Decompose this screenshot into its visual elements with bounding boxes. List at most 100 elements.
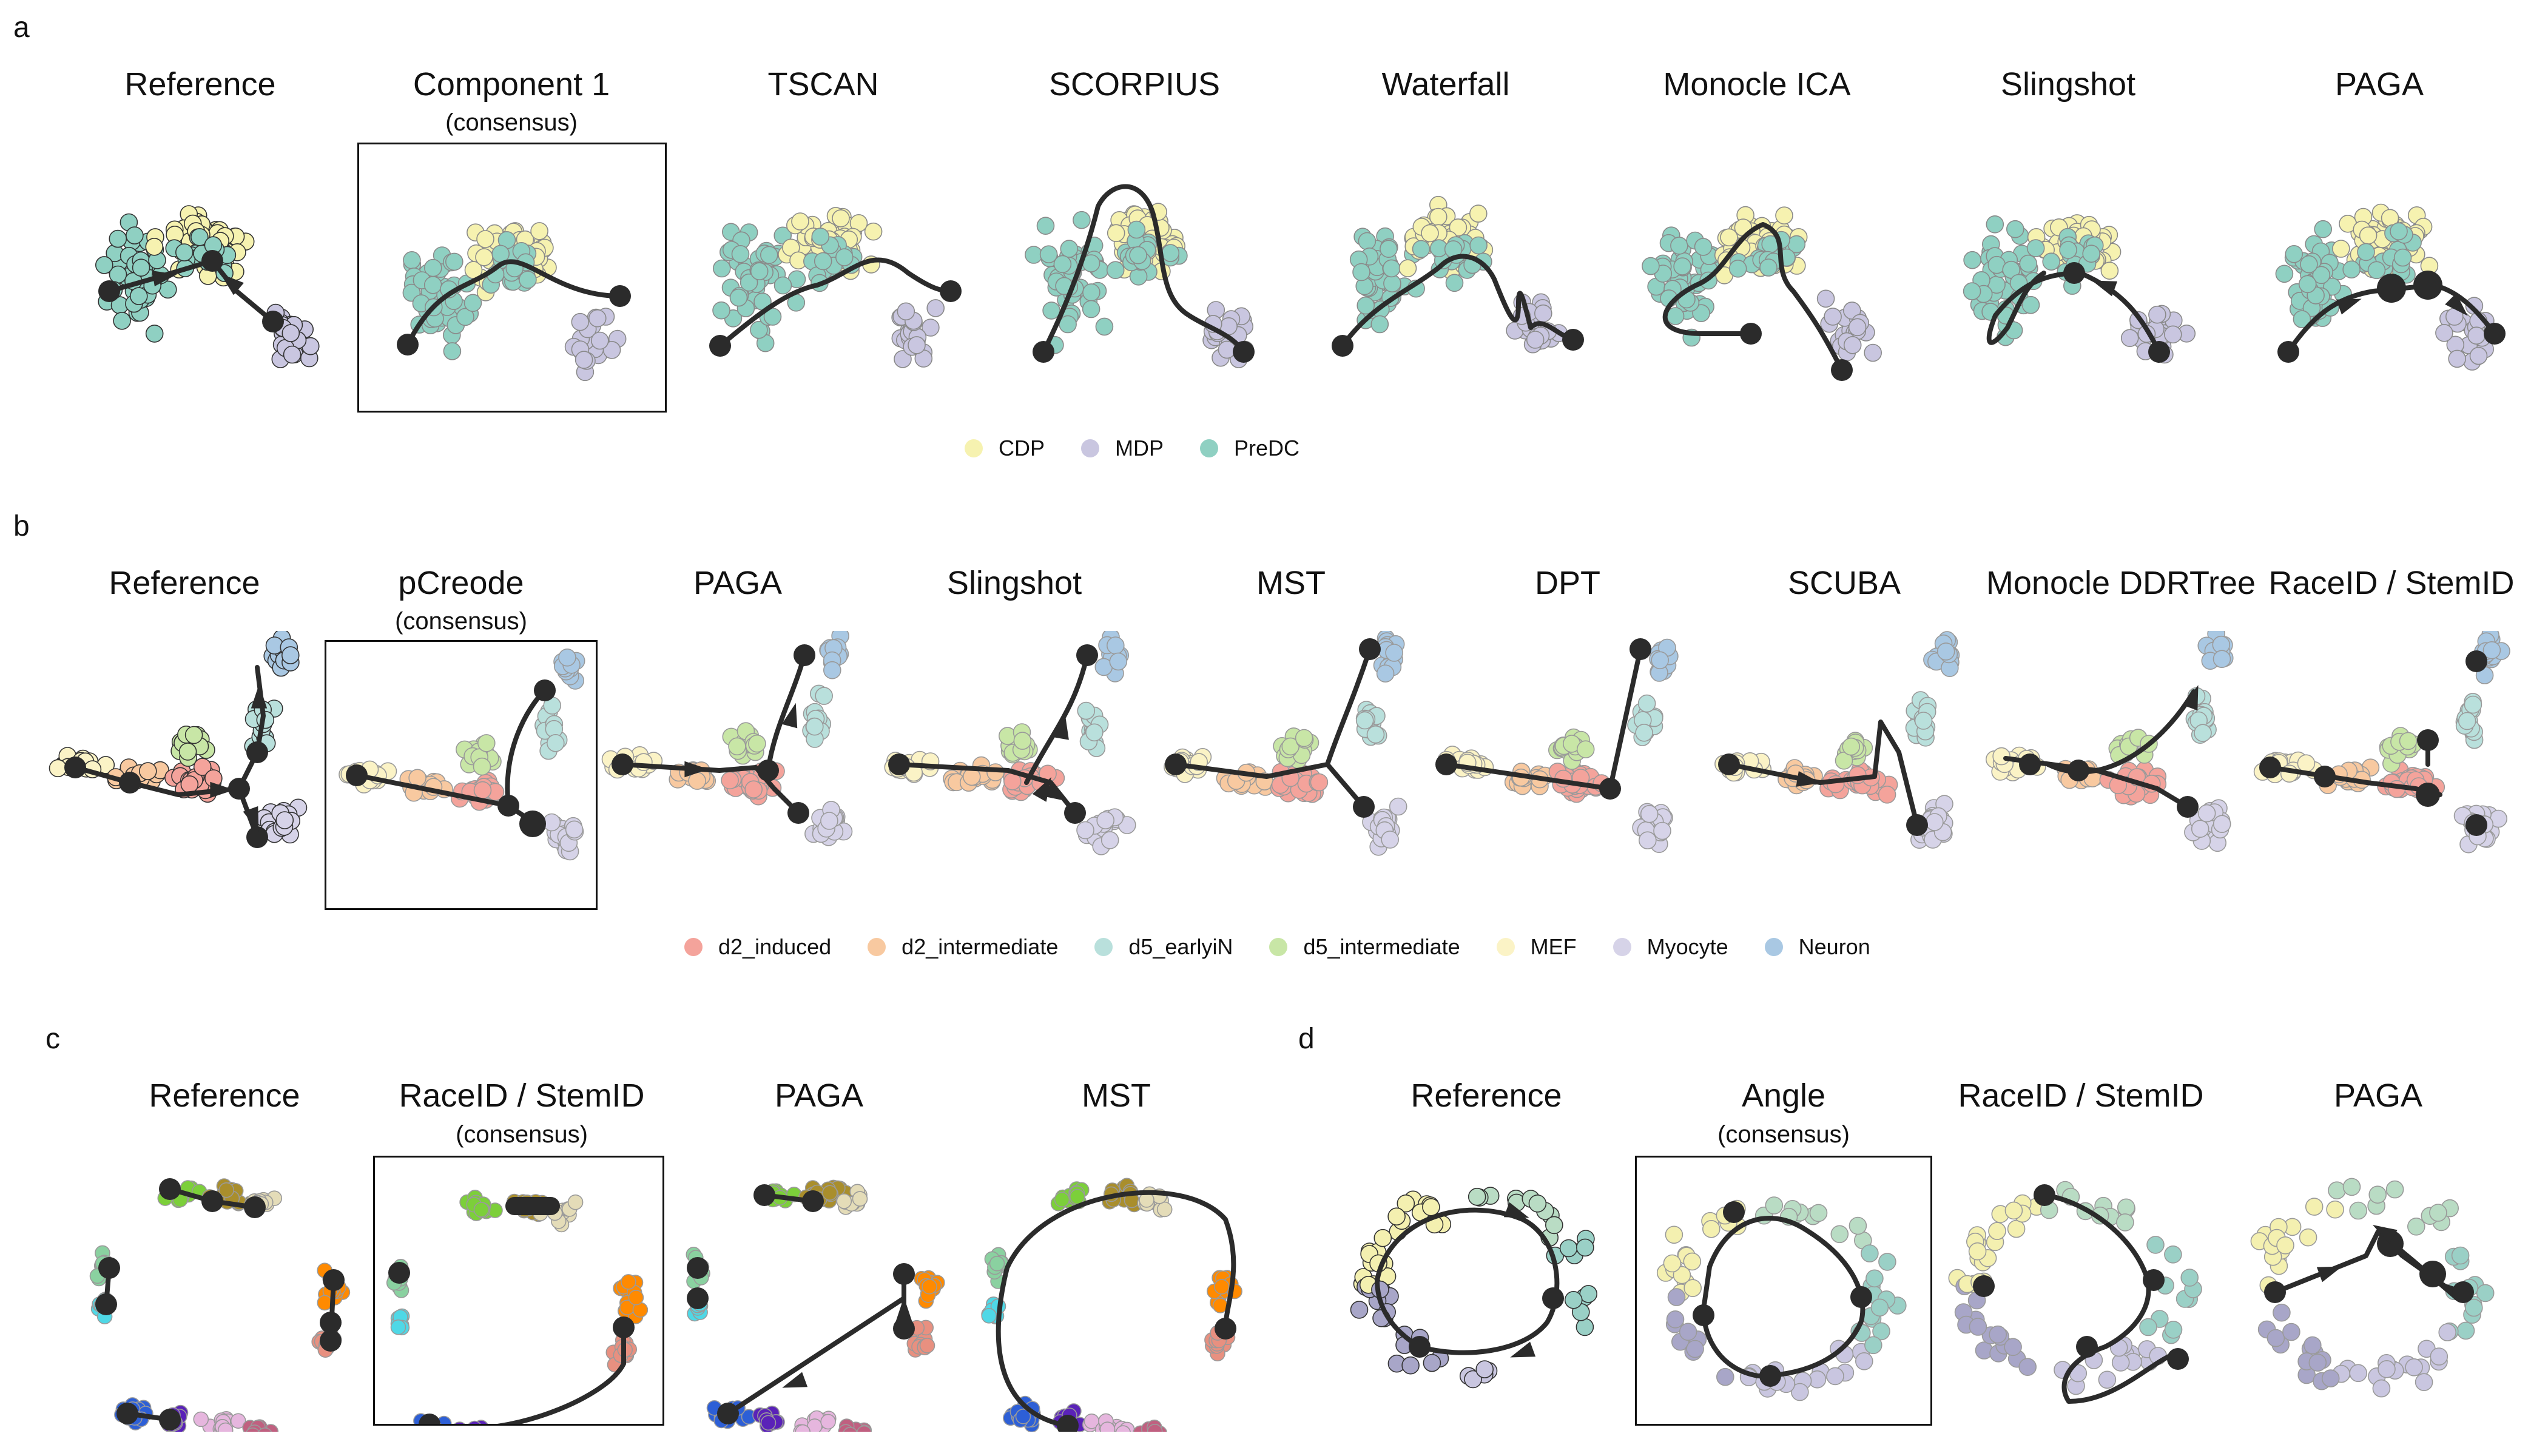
embedding-plot (1422, 631, 1713, 916)
cell-point (1864, 343, 1882, 362)
direction-arrow (251, 684, 268, 709)
cell-point (740, 273, 758, 292)
direction-arrow (220, 273, 244, 295)
milestone-node (2019, 753, 2041, 775)
milestone-node (397, 334, 419, 356)
cell-point (190, 228, 209, 246)
cell-point (729, 288, 748, 307)
method-title: PAGA (2333, 1077, 2423, 1114)
cell-point (1085, 723, 1104, 742)
legend-swatch (965, 439, 983, 457)
milestone-node (228, 778, 250, 800)
direction-arrow (2336, 298, 2362, 315)
cell-point (2407, 1218, 2425, 1236)
milestone-node (1076, 644, 1098, 666)
milestone-node (2264, 1281, 2286, 1303)
cell-point (852, 1191, 868, 1207)
milestone-node (98, 280, 120, 302)
cell-point (1053, 255, 1072, 274)
cell-point (575, 351, 593, 369)
cell-point (731, 245, 750, 263)
cell-point (2100, 261, 2119, 280)
milestone-node (1542, 1287, 1564, 1309)
embedding-plot (989, 133, 1280, 419)
cell-point (1421, 224, 1439, 243)
cell-point (864, 222, 883, 241)
cell-point (1642, 257, 1660, 275)
plot-canvas (2275, 203, 2506, 371)
embedding-plot (592, 631, 883, 916)
cell-point (1422, 1198, 1440, 1216)
cell-point (2458, 712, 2476, 730)
cell-point (1054, 1191, 1070, 1208)
plot-canvas (1656, 1196, 1907, 1401)
plot-layer (1435, 638, 1679, 854)
plot-canvas (1350, 1187, 1598, 1389)
milestone-node (346, 764, 368, 786)
cell-point (2197, 804, 2216, 823)
cell-point (1013, 732, 1032, 750)
plot-canvas (49, 631, 308, 848)
cell-point (1843, 335, 1862, 354)
plot-canvas (1985, 631, 2234, 852)
cell-point (1679, 1323, 1697, 1341)
cell-point (1077, 701, 1096, 720)
embedding-plot (1699, 631, 1990, 916)
cell-point (145, 325, 164, 343)
cell-point (2298, 275, 2317, 294)
cell-point (230, 1413, 246, 1429)
milestone-node (246, 741, 268, 763)
cell-point (2349, 1364, 2367, 1383)
legend-swatch (868, 938, 886, 956)
cell-point (1350, 1301, 1369, 1319)
cell-point (1042, 302, 1060, 320)
milestone-node (320, 1312, 342, 1333)
cell-point (1082, 283, 1100, 302)
plot-canvas (1714, 631, 1960, 849)
legend-label: d2_intermediate (902, 934, 1059, 959)
direction-arrow (2316, 1266, 2342, 1282)
milestone-node (687, 1287, 709, 1309)
cell-point (423, 276, 442, 294)
cell-point (1666, 1310, 1685, 1329)
cell-point (180, 775, 199, 794)
embedding-plot (673, 1147, 965, 1432)
direction-arrow (152, 271, 177, 286)
cell-point (2300, 255, 2318, 274)
plot-layer (2250, 1178, 2495, 1398)
cell-point (811, 228, 830, 246)
direction-arrow (1510, 1341, 1536, 1358)
cell-point (2026, 239, 2045, 257)
milestone-node (609, 285, 631, 307)
cell-point (2275, 265, 2294, 283)
cell-point (443, 342, 462, 360)
cell-point (2415, 1373, 2433, 1392)
cell-point (281, 324, 300, 342)
cell-point (1665, 1225, 1684, 1244)
plot-layer (95, 205, 320, 368)
embedding-plot (1975, 631, 2267, 916)
cell-point (744, 780, 763, 799)
cell-point (184, 726, 203, 744)
embedding-plot (971, 1147, 1262, 1432)
cell-point (1683, 1252, 1702, 1271)
milestone-node (2419, 1261, 2446, 1287)
legend-label: MEF (1530, 934, 1577, 959)
cell-point (1849, 1216, 1867, 1235)
cell-point (2276, 1236, 2294, 1255)
milestone-node (709, 335, 731, 357)
plot-layer (397, 222, 631, 382)
cell-point (760, 246, 778, 265)
milestone-node (116, 1403, 138, 1424)
cell-point (2467, 326, 2486, 345)
plot-canvas (601, 631, 853, 846)
cell-point (1106, 636, 1125, 655)
trajectory-line (620, 653, 807, 815)
legend-label: PreDC (1234, 436, 1300, 460)
method-title: MST (1082, 1077, 1151, 1114)
cell-point (2368, 1185, 2387, 1204)
cell-point (49, 759, 67, 778)
cell-point (1870, 1298, 1889, 1317)
milestone-node (2076, 1336, 2098, 1358)
